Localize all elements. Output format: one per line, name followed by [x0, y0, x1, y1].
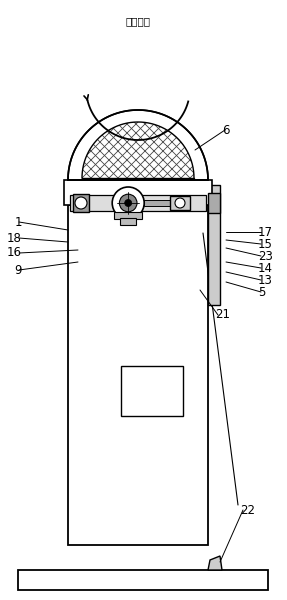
Text: 18: 18: [7, 232, 22, 245]
Text: 1: 1: [15, 215, 22, 229]
Bar: [208, 193, 220, 213]
Bar: [170, 196, 190, 210]
Text: 旋转方向: 旋转方向: [125, 16, 150, 26]
Polygon shape: [68, 110, 208, 180]
Text: 21: 21: [215, 308, 230, 322]
Circle shape: [119, 194, 137, 212]
Bar: [64, 180, 212, 205]
Bar: [114, 212, 142, 219]
Text: 9: 9: [15, 263, 22, 277]
Bar: [144, 200, 170, 206]
Bar: [18, 570, 268, 590]
Polygon shape: [208, 556, 222, 570]
Circle shape: [125, 199, 132, 206]
Bar: [70, 195, 206, 211]
Text: 22: 22: [240, 503, 255, 517]
Text: 17: 17: [258, 226, 273, 238]
Bar: [73, 194, 89, 212]
Circle shape: [75, 197, 87, 209]
Text: 13: 13: [258, 274, 273, 286]
Text: 15: 15: [258, 238, 273, 251]
Text: 5: 5: [258, 286, 265, 298]
Circle shape: [175, 198, 185, 208]
Text: 14: 14: [258, 262, 273, 275]
Circle shape: [112, 187, 144, 219]
Bar: [208, 185, 220, 305]
Text: 16: 16: [7, 247, 22, 259]
Bar: [68, 205, 208, 545]
Bar: [120, 218, 136, 225]
Text: 23: 23: [258, 250, 273, 263]
Bar: [121, 366, 183, 416]
Text: 6: 6: [222, 124, 230, 136]
